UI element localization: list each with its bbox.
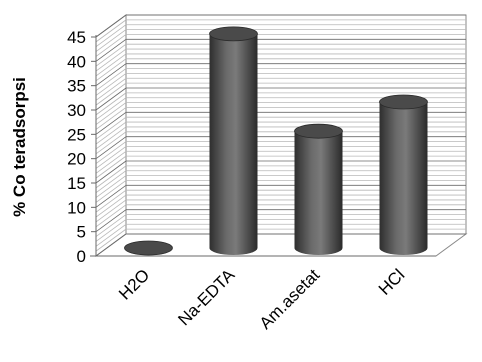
y-tick-label: 20 [67, 150, 86, 169]
gridline-side [95, 146, 127, 169]
x-tick-label: Am.asetat [256, 265, 324, 333]
gridline-side [95, 141, 127, 164]
axes [90, 35, 436, 257]
gridline-side [95, 160, 127, 184]
bar [294, 123, 343, 256]
y-tick-label: 35 [67, 77, 86, 96]
gridline-side [95, 223, 127, 247]
gridline-side [95, 102, 127, 125]
bar-body [209, 33, 258, 256]
x-tick-label: HCl [375, 265, 408, 298]
gridline-side [95, 199, 127, 223]
x-tick-label: Na-EDTA [174, 265, 238, 329]
gridline-side [95, 150, 127, 174]
gridline-side [95, 97, 127, 121]
gridline-side [95, 228, 127, 252]
gridline-side [95, 112, 127, 135]
gridline-side [95, 92, 127, 116]
gridline-side [95, 39, 127, 62]
gridline-side [95, 63, 127, 86]
y-tick-label: 15 [67, 174, 86, 193]
gridline-side [95, 219, 127, 242]
gridline-side [95, 58, 127, 82]
gridline-side [95, 131, 127, 155]
gridline-side [95, 73, 127, 96]
bars [124, 26, 428, 256]
gridline-side [95, 82, 127, 106]
gridline-side [95, 24, 127, 48]
gridline-side [95, 126, 127, 150]
gridline-side [95, 204, 127, 228]
gridline-side [95, 87, 127, 111]
gridline-side [95, 53, 127, 77]
x-tick-labels: H2O Na-EDTA Am.asetat HCl [115, 265, 408, 333]
y-tick-label: 10 [67, 198, 86, 217]
bar [379, 94, 428, 256]
gridline-side [95, 136, 127, 159]
gridline-side [95, 233, 127, 257]
bar-top [294, 123, 343, 139]
y-tick-label: 45 [67, 28, 86, 47]
bar-top [379, 94, 428, 110]
y-tick-labels: 0 5 10 15 20 25 30 35 40 45 [67, 28, 86, 266]
gridline-side [95, 180, 127, 203]
gridline-side [95, 185, 127, 208]
bar [124, 240, 173, 256]
x-tick-label: H2O [115, 265, 153, 303]
bar-body [294, 131, 343, 256]
gridline-side [95, 68, 127, 91]
gridline-side [95, 14, 127, 38]
bar [209, 26, 258, 256]
gridline-side [95, 116, 127, 140]
y-tick-label: 0 [77, 247, 86, 266]
gridline-side [95, 214, 127, 237]
gridline-side [95, 170, 127, 194]
bar-body [379, 102, 428, 256]
gridline-side [95, 165, 127, 189]
gridline-side [95, 121, 127, 145]
gridline-side [95, 155, 127, 179]
bar-top [209, 26, 258, 42]
gridline-side [95, 175, 127, 198]
gridline-side [95, 48, 127, 72]
gridline-side [95, 19, 127, 43]
gridline-side [95, 107, 127, 130]
y-tick-label: 30 [67, 101, 86, 120]
y-axis-label: % Co teradsorpsi [10, 77, 29, 217]
gridline-side [95, 77, 127, 101]
y-tick-label: 5 [77, 223, 86, 242]
y-tick-label: 40 [67, 52, 86, 71]
y-tick-label: 25 [67, 125, 86, 144]
gridline-side [95, 209, 127, 232]
gridline-side [95, 194, 127, 218]
gridline-side [95, 29, 127, 52]
gridline-side [95, 34, 127, 57]
gridline-side [95, 43, 127, 67]
bar-top [124, 240, 173, 256]
gridline-side [95, 189, 127, 213]
